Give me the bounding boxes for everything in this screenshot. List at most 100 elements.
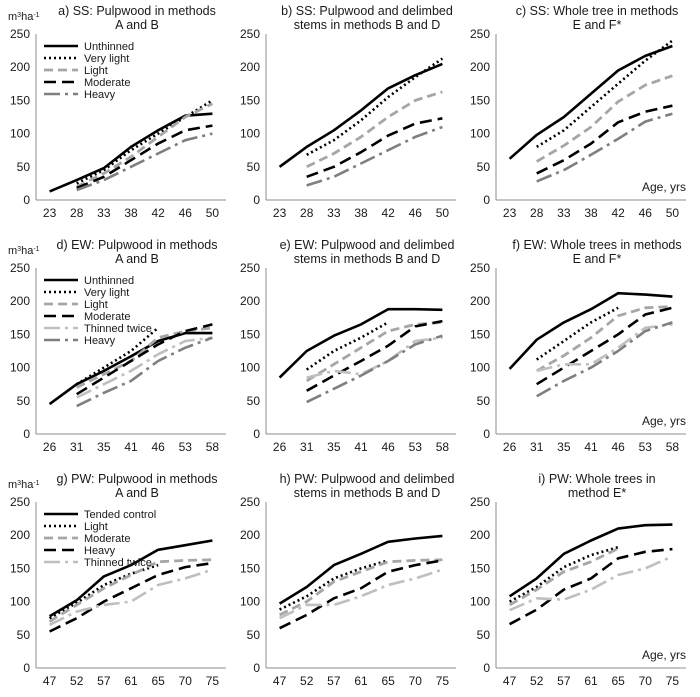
x-tick-label: 46 <box>381 440 395 454</box>
legend-label: Heavy <box>84 89 116 101</box>
legend-label: Light <box>84 65 108 77</box>
series-line-heavy <box>306 125 443 187</box>
panel-title: E and F* <box>573 18 622 32</box>
y-tick-label: 250 <box>240 27 260 41</box>
panel-title: A and B <box>115 18 159 32</box>
panel-title: stems in methods B and D <box>294 252 441 266</box>
y-tick-label: 250 <box>470 495 490 509</box>
y-tick-label: 0 <box>253 427 260 441</box>
x-tick-label: 33 <box>557 206 571 220</box>
x-tick-label: 50 <box>436 206 450 220</box>
series-line-unthinned <box>48 331 213 406</box>
x-tick-label: 46 <box>179 206 193 220</box>
series-line-twice <box>509 555 673 612</box>
series-line-moderate <box>536 306 673 386</box>
x-tick-label: 61 <box>584 674 598 688</box>
y-tick-label: 100 <box>470 595 490 609</box>
x-tick-label: 46 <box>151 440 165 454</box>
y-tick-label: 50 <box>477 394 491 408</box>
x-tick-label: 52 <box>70 674 84 688</box>
series-line-light <box>508 547 619 607</box>
legend-label: Tended control <box>84 509 156 521</box>
y-tick-label: 50 <box>17 628 31 642</box>
x-tick-label: 23 <box>43 206 57 220</box>
y-tick-label: 200 <box>10 60 30 74</box>
panel-title: a) SS: Pulpwood in methods <box>58 4 216 18</box>
series-line-unthinned <box>508 523 673 598</box>
panel-title: c) SS: Whole tree in methods <box>516 4 679 18</box>
x-tick-label: 53 <box>409 440 423 454</box>
chart-panel: 0 50 100 150 200 250 23 28 33 38 42 46 50 b) SS: Pulp… <box>240 4 456 220</box>
y-unit-label: m3ha-1 <box>8 11 40 23</box>
panel-title: A and B <box>115 252 159 266</box>
y-tick-label: 250 <box>10 261 30 275</box>
y-tick-label: 50 <box>247 160 261 174</box>
legend-label: Thinned twice <box>84 557 152 569</box>
series-line-unthinned <box>278 62 443 168</box>
x-tick-label: 58 <box>206 440 220 454</box>
series-line-unthinned <box>278 307 443 379</box>
y-tick-label: 200 <box>470 60 490 74</box>
x-tick-label: 75 <box>206 674 220 688</box>
series-line-light <box>76 102 214 188</box>
series-line-verylight <box>279 559 389 611</box>
panel-title: method E* <box>568 486 627 500</box>
x-tick-label: 26 <box>273 440 287 454</box>
series-line-moderate <box>306 117 443 179</box>
y-tick-label: 100 <box>240 595 260 609</box>
y-tick-label: 0 <box>483 193 490 207</box>
y-tick-label: 100 <box>470 361 490 375</box>
y-tick-label: 150 <box>240 327 260 341</box>
y-tick-label: 50 <box>477 628 491 642</box>
series-line-twice <box>306 336 443 379</box>
x-tick-label: 50 <box>206 206 220 220</box>
chart-panel: 0 50 100 150 200 250 26 31 35 41 46 53 58 f) EW: Whol… <box>470 238 686 454</box>
chart-panel: 0 50 100 150 200 250 23 28 33 38 42 46 50 c) SS: Whol… <box>470 4 686 220</box>
y-tick-label: 250 <box>10 27 30 41</box>
x-tick-label: 47 <box>43 674 57 688</box>
legend-label: Heavy <box>84 545 116 557</box>
legend-label: Moderate <box>84 533 130 545</box>
chart-panel: 0 50 100 150 200 250 26 31 35 41 46 53 58 d) EW: Pulp… <box>8 238 226 454</box>
x-tick-label: 70 <box>179 674 193 688</box>
series-line-twice <box>279 568 443 620</box>
panel-title: h) PW: Pulpwood and delimbed <box>280 472 455 486</box>
y-tick-label: 150 <box>10 93 30 107</box>
x-tick-label: 31 <box>70 440 84 454</box>
y-tick-label: 200 <box>240 294 260 308</box>
x-tick-label: 46 <box>611 440 625 454</box>
y-tick-label: 50 <box>17 394 31 408</box>
x-tick-label: 57 <box>327 674 341 688</box>
x-tick-label: 70 <box>639 674 653 688</box>
x-axis-label: Age, yrs <box>642 648 686 662</box>
y-tick-label: 250 <box>10 495 30 509</box>
panel-title: stems in methods B and D <box>294 18 441 32</box>
series-line-unthinned <box>49 112 213 193</box>
y-tick-label: 250 <box>240 261 260 275</box>
panel-title: e) EW: Pulpwood and delimbed <box>280 238 455 252</box>
legend-label: Unthinned <box>84 275 134 287</box>
y-tick-label: 200 <box>470 294 490 308</box>
legend-label: Light <box>84 299 108 311</box>
x-tick-label: 52 <box>530 674 544 688</box>
x-tick-label: 42 <box>611 206 625 220</box>
series-line-light <box>306 90 443 169</box>
series-line-moderate <box>49 561 213 633</box>
x-tick-label: 46 <box>409 206 423 220</box>
x-tick-label: 33 <box>97 206 111 220</box>
x-tick-label: 42 <box>151 206 165 220</box>
legend-label: Light <box>84 521 108 533</box>
legend-label: Unthinned <box>84 41 134 53</box>
series-line-moderate <box>536 104 673 175</box>
x-axis-label: Age, yrs <box>642 414 686 428</box>
y-tick-label: 100 <box>240 361 260 375</box>
x-tick-label: 23 <box>503 206 517 220</box>
chart-panel: 0 50 100 150 200 250 23 28 33 38 42 46 50 a) SS: Pulp… <box>8 4 226 220</box>
series-line-moderate <box>76 323 213 396</box>
panel-title: g) PW: Pulpwood in methods <box>57 472 218 486</box>
y-unit-label: m3ha-1 <box>8 479 40 491</box>
x-tick-label: 42 <box>381 206 395 220</box>
y-tick-label: 0 <box>253 193 260 207</box>
y-tick-label: 200 <box>240 60 260 74</box>
series-line-unthinned <box>508 44 673 160</box>
